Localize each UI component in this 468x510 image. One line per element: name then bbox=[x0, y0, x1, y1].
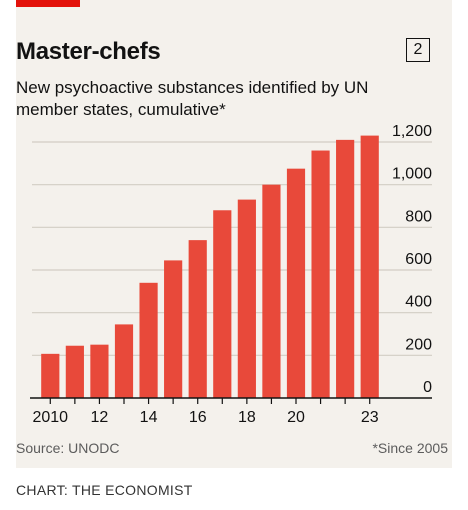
bar bbox=[311, 150, 330, 398]
x-tick-label: 18 bbox=[238, 409, 256, 426]
y-tick-label: 600 bbox=[405, 251, 432, 268]
bar bbox=[114, 324, 134, 398]
bar bbox=[237, 199, 256, 398]
bar bbox=[262, 184, 281, 398]
y-tick-label: 1,000 bbox=[392, 166, 432, 183]
bar bbox=[213, 210, 232, 398]
bar bbox=[286, 168, 306, 398]
chart-number-badge: 2 bbox=[406, 38, 430, 62]
bar bbox=[139, 282, 158, 398]
bar-chart: 0 200 400 600 800 1,000 1,200 2010 12 14 16 18 20 23 bbox=[30, 123, 432, 426]
bar bbox=[90, 344, 109, 398]
x-tick-label: 16 bbox=[189, 409, 207, 426]
y-tick-label: 200 bbox=[405, 336, 432, 353]
bar bbox=[164, 260, 183, 398]
axes: 0 200 400 600 800 1,000 1,200 2010 12 14 16 18 20 23 bbox=[30, 123, 432, 426]
footnote: *Since 2005 bbox=[372, 440, 448, 456]
y-tick-label: 400 bbox=[405, 294, 432, 311]
bar bbox=[336, 139, 355, 398]
x-tick-label: 2010 bbox=[32, 409, 68, 426]
source-note: Source: UNODC bbox=[16, 440, 120, 456]
chart-credit: CHART: THE ECONOMIST bbox=[16, 482, 193, 498]
x-tick-label: 14 bbox=[140, 409, 158, 426]
chart-subtitle: New psychoactive substances identified b… bbox=[16, 78, 369, 119]
bar bbox=[360, 135, 379, 398]
accent-bar bbox=[16, 0, 80, 7]
bars bbox=[41, 135, 379, 398]
x-tick-label: 20 bbox=[287, 409, 305, 426]
x-tick-label: 12 bbox=[91, 409, 109, 426]
bar bbox=[188, 240, 207, 398]
y-tick-label: 1,200 bbox=[392, 123, 432, 140]
x-tick-label: 23 bbox=[361, 409, 379, 426]
bar bbox=[65, 345, 84, 398]
bar bbox=[41, 353, 60, 398]
y-tick-label: 0 bbox=[423, 379, 432, 396]
y-tick-label: 800 bbox=[405, 208, 432, 225]
chart-card bbox=[16, 0, 452, 468]
chart-title: Master-chefs bbox=[16, 38, 161, 65]
